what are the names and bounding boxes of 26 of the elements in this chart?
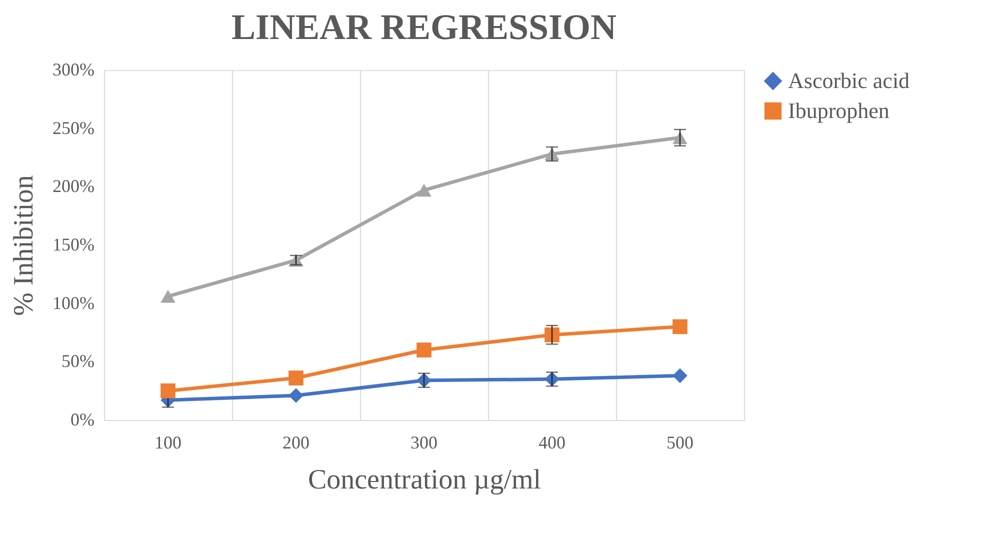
y-axis-title: % Inhibition: [8, 175, 40, 316]
point: [672, 368, 688, 384]
legend-label: Ibuprophen: [788, 98, 890, 123]
y-tick-label: 100%: [52, 292, 94, 313]
y-tick-label: 200%: [52, 176, 94, 196]
x-tick-label: 500: [666, 432, 694, 452]
point: [416, 342, 432, 358]
point: [160, 290, 176, 303]
point: [416, 184, 432, 197]
y-tick-label: 50%: [62, 351, 94, 372]
point: [288, 388, 304, 403]
chart-title: LINEAR REGRESSION: [231, 7, 617, 47]
point: [672, 319, 688, 334]
y-tick-label: 250%: [52, 118, 94, 138]
point: [544, 327, 560, 342]
y-tick-label: 300%: [52, 60, 94, 80]
x-tick-label: 400: [538, 432, 566, 452]
legend-label: Ascorbic acid: [788, 68, 910, 93]
x-tick-label: 300: [410, 432, 438, 452]
x-tick-label: 100: [154, 432, 182, 452]
x-tick-label: 200: [282, 432, 310, 452]
y-tick-label: 150%: [52, 234, 94, 254]
point: [288, 370, 304, 386]
y-tick-label: 0%: [70, 410, 94, 430]
x-axis-title: Concentration µg/ml: [308, 464, 542, 496]
point: [160, 383, 176, 398]
